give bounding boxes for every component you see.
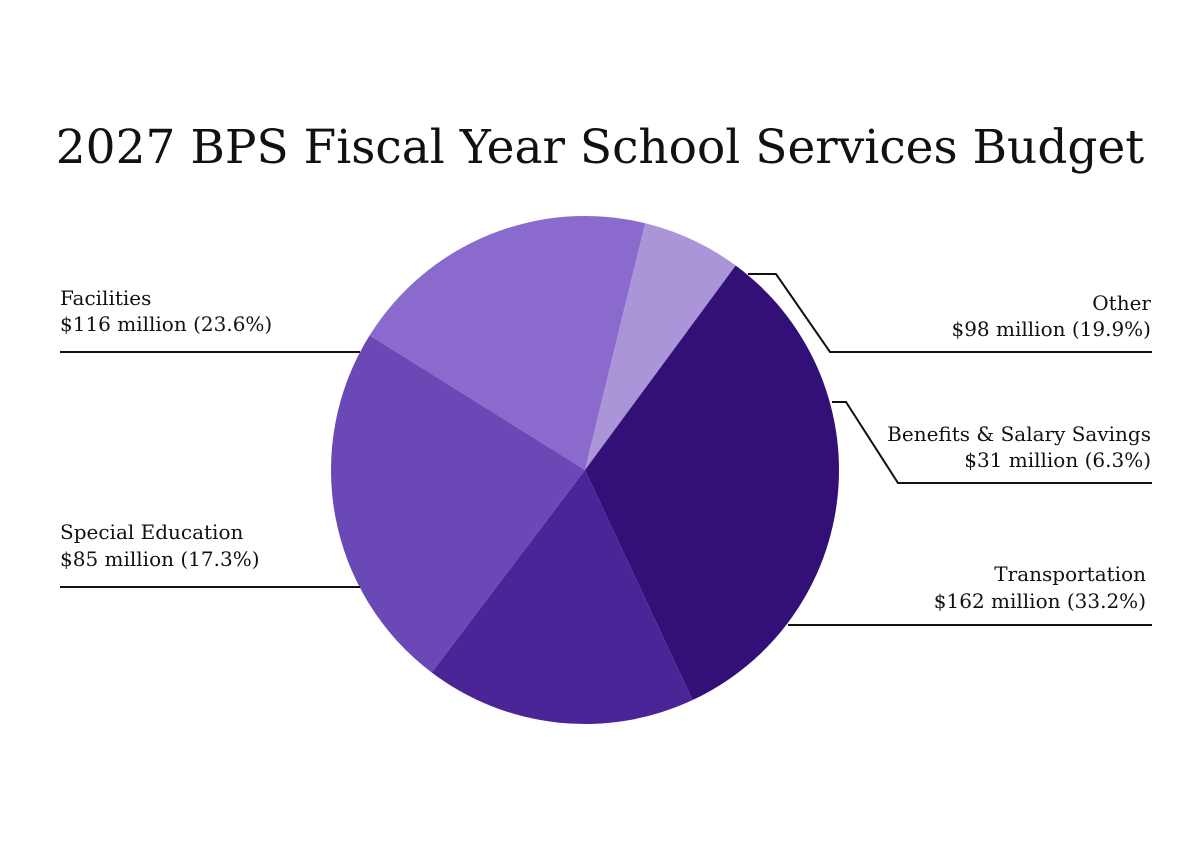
pie-slices [331,215,839,724]
slice-value-label: $85 million (17.3%) [60,547,260,571]
slice-value-label: $116 million (23.6%) [60,312,272,336]
pie-slice-facilities [331,335,585,673]
pie-slice-transportation [585,265,839,701]
leader-line [832,401,1152,484]
slice-name-label: Other [1092,291,1151,315]
slice-value-label: $98 million (19.9%) [951,317,1151,341]
pie-slice-other [369,215,646,470]
slice-labels: Other$98 million (19.9%) Benefits & Salar… [60,286,1151,613]
slice-name-label: Transportation [994,562,1146,586]
leader-line [748,273,1152,353]
chart-title: 2027 BPS Fiscal Year School Services Bud… [55,120,1145,175]
slice-value-label: $162 million (33.2%) [934,589,1146,613]
leader-lines [60,273,1152,626]
slice-name-label: Benefits & Salary Savings [887,422,1151,446]
slice-value-label: $31 million (6.3%) [964,448,1151,472]
pie-slice-special-education [431,470,693,724]
slice-name-label: Special Education [60,520,243,544]
pie-slice-benefits-salary-savings [585,223,736,470]
slice-name-label: Facilities [60,286,151,310]
